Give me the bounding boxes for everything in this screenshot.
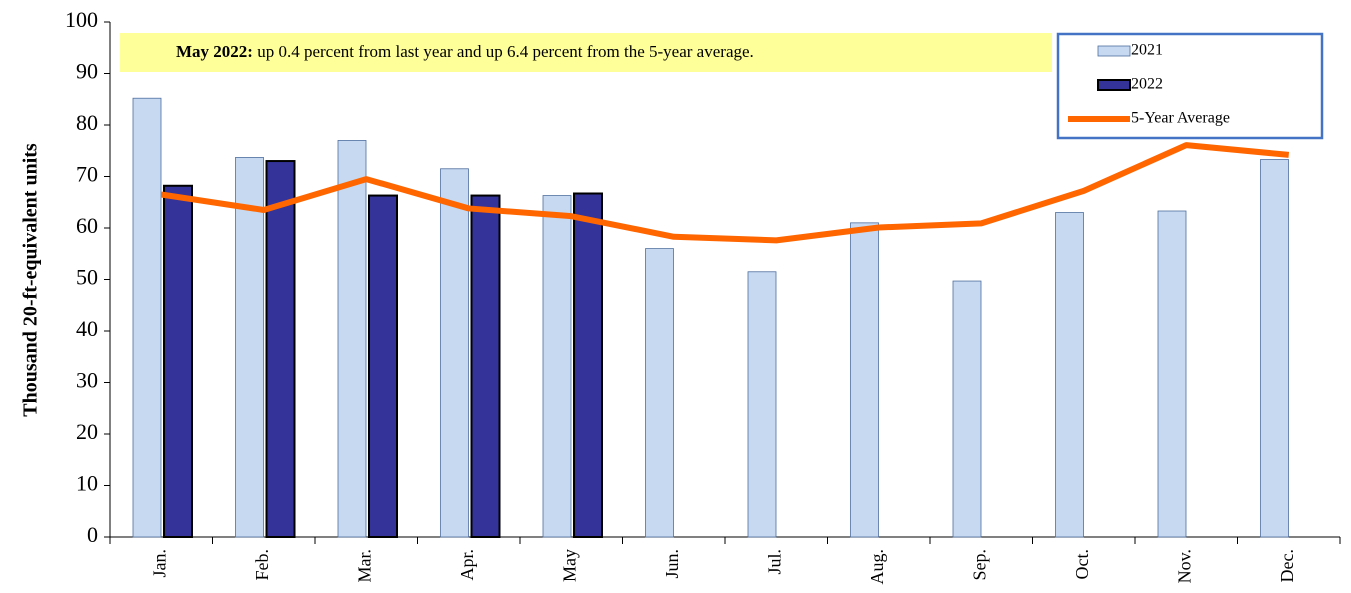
x-tick-label: Aug. xyxy=(867,549,887,585)
y-axis-label: Thousand 20-ft-equivalent units xyxy=(20,143,42,417)
legend-label: 2022 xyxy=(1131,76,1163,93)
bar xyxy=(470,194,501,538)
bar xyxy=(368,194,398,538)
x-tick-label: May xyxy=(559,549,579,582)
legend-swatch xyxy=(1097,79,1131,91)
bar xyxy=(163,184,193,539)
y-tick-label: 90 xyxy=(76,59,98,84)
y-tick-label: 0 xyxy=(87,522,98,547)
bar xyxy=(1157,210,1187,538)
bar xyxy=(1260,159,1289,538)
annotation: May 2022: up 0.4 percent from last year … xyxy=(176,42,754,61)
x-tick-label: Nov. xyxy=(1174,549,1194,583)
legend-label: 5-Year Average xyxy=(1131,110,1230,127)
x-tick-label: Feb. xyxy=(252,549,272,581)
bar xyxy=(952,280,982,538)
bar xyxy=(542,195,572,538)
annotation-box xyxy=(120,33,1052,72)
y-tick-label: 40 xyxy=(76,316,98,341)
y-tick-label: 60 xyxy=(76,213,98,238)
y-tick-label: 20 xyxy=(76,419,98,444)
bar xyxy=(132,97,162,538)
x-tick-label: Mar. xyxy=(354,549,374,583)
bar xyxy=(1055,212,1084,538)
x-tick-label: Jul. xyxy=(764,549,784,575)
bar xyxy=(265,160,296,539)
x-tick-label: Dec. xyxy=(1277,549,1297,582)
y-tick-label: 50 xyxy=(76,265,98,290)
x-tick-label: Oct. xyxy=(1072,549,1092,580)
bar xyxy=(235,157,264,538)
x-tick-label: Jan. xyxy=(149,549,169,578)
x-tick-label: Jun. xyxy=(662,549,682,579)
legend-swatch xyxy=(1097,45,1131,57)
y-tick-label: 30 xyxy=(76,368,98,393)
annotation-text: up 0.4 percent from last year and up 6.4… xyxy=(257,42,754,61)
bar xyxy=(747,271,777,538)
bar xyxy=(850,222,879,538)
y-tick-label: 70 xyxy=(76,162,98,187)
x-tick-label: Apr. xyxy=(457,549,477,581)
bar xyxy=(337,140,367,538)
x-tick-label: Sep. xyxy=(969,549,989,581)
bar xyxy=(573,192,603,538)
bar xyxy=(645,248,674,538)
y-tick-label: 80 xyxy=(76,110,98,135)
annotation-bold: May 2022: xyxy=(176,42,253,61)
y-tick-label: 10 xyxy=(76,471,98,496)
bar xyxy=(440,168,469,538)
y-tick-label: 100 xyxy=(65,7,98,32)
line xyxy=(160,142,1290,244)
legend-label: 2021 xyxy=(1131,42,1163,59)
